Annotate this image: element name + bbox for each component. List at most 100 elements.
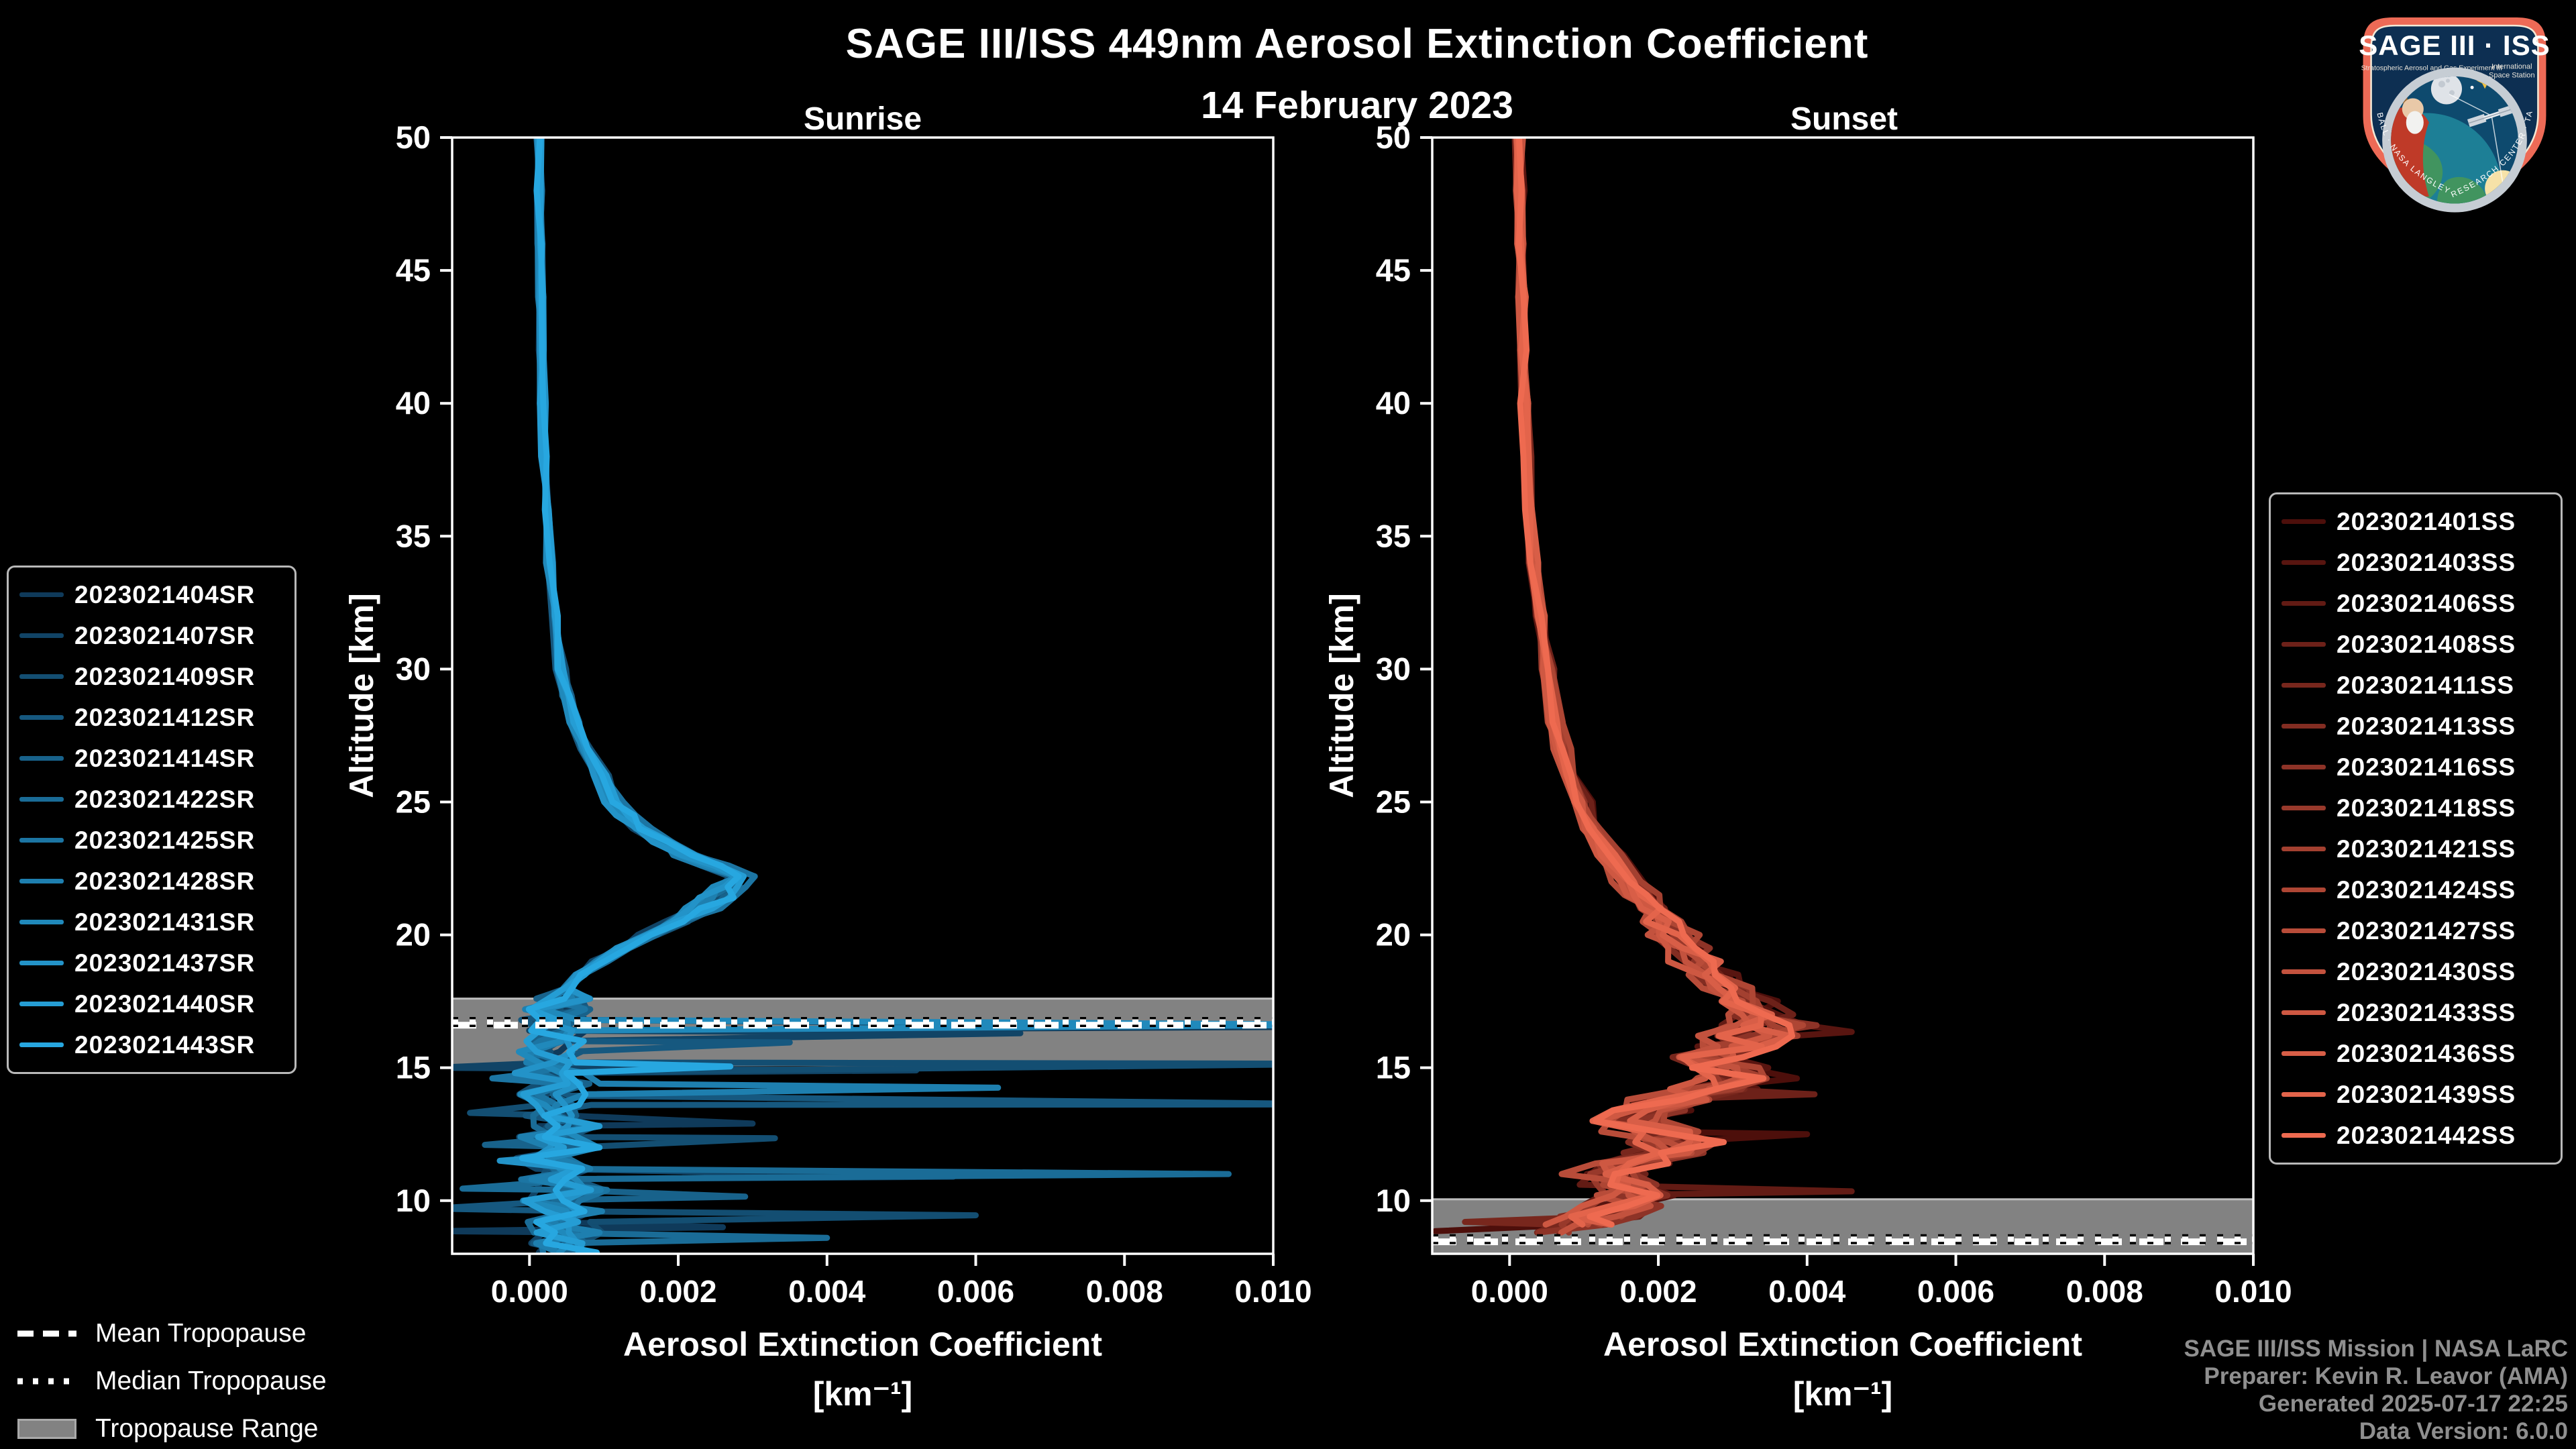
legend-item-label: 2023021412SR (74, 703, 256, 731)
y-tick-label: 15 (396, 1050, 431, 1085)
y-tick-label: 45 (396, 252, 431, 288)
legend-line-sample (2282, 1051, 2326, 1056)
legend-item-label: 2023021440SR (74, 989, 256, 1018)
sunrise-legend: 2023021404SR 2023021407SR 2023021409SR 2023… (7, 566, 297, 1074)
plot-frame (1431, 136, 2255, 1255)
legend-item-label: 2023021414SR (74, 744, 256, 772)
legend-item-2023021401SS: 2023021401SS (2275, 501, 2557, 542)
legend-item-label: 2023021421SS (2337, 835, 2516, 863)
figure-date: 14 February 2023 (1201, 84, 1513, 127)
y-tick-label: 35 (396, 518, 431, 553)
y-axis-label: Altitude [km] (1329, 593, 1360, 798)
legend-item-2023021403SS: 2023021403SS (2275, 542, 2557, 583)
legend-item-label: 2023021408SS (2337, 630, 2516, 658)
legend-item-label: 2023021413SS (2337, 712, 2516, 740)
y-tick-label: 20 (1376, 917, 1411, 953)
x-tick-label: 0.002 (1619, 1274, 1697, 1309)
y-tick-label: 25 (1376, 784, 1411, 819)
legend-item-label: 2023021425SR (74, 826, 256, 854)
series-2023021442SS (1515, 138, 1795, 1228)
legend-item-label: 2023021422SR (74, 785, 256, 813)
series-lines (452, 138, 1273, 1254)
legend-item-2023021421SS: 2023021421SS (2275, 828, 2557, 869)
y-tick-label: 50 (396, 119, 431, 155)
legend-item-2023021404SR: 2023021404SR (13, 574, 290, 615)
legend-item-label: 2023021427SS (2337, 916, 2516, 945)
series-2023021443SR (519, 138, 742, 1254)
y-tick-label: 40 (396, 385, 431, 421)
legend-item-2023021442SS: 2023021442SS (2275, 1115, 2557, 1156)
legend-item-2023021430SS: 2023021430SS (2275, 951, 2557, 992)
logo-title: SAGE III · ISS (2359, 30, 2551, 61)
legend-line-sample (2282, 1010, 2326, 1015)
dotted-line-icon (17, 1377, 76, 1385)
x-tick-label: 0.000 (491, 1274, 568, 1309)
x-axis-label: Aerosol Extinction Coefficient (1603, 1326, 2082, 1363)
logo-subtitle-international: International (2491, 62, 2532, 70)
legend-item-2023021418SS: 2023021418SS (2275, 788, 2557, 828)
y-tick-label: 45 (1376, 252, 1411, 288)
legend-item-2023021443SR: 2023021443SR (13, 1024, 290, 1065)
y-tick-label: 30 (396, 651, 431, 686)
legend-line-sample (19, 961, 64, 965)
x-axis-units: [km⁻¹] (813, 1375, 913, 1413)
x-tick-label: 0.008 (1086, 1274, 1163, 1309)
credits: SAGE III/ISS Mission | NASA LaRC Prepare… (2184, 1335, 2568, 1445)
legend-line-sample (2282, 642, 2326, 647)
legend-line-sample (19, 879, 64, 883)
legend-item-label: 2023021416SS (2337, 753, 2516, 781)
legend-item-label: 2023021428SR (74, 867, 256, 895)
legend-item-mean-tropopause: Mean Tropopause (17, 1309, 327, 1357)
legend-item-label: 2023021437SR (74, 949, 256, 977)
legend-line-sample (2282, 724, 2326, 729)
legend-item-2023021408SS: 2023021408SS (2275, 624, 2557, 665)
legend-line-sample (2282, 888, 2326, 892)
legend-line-sample (19, 920, 64, 924)
legend-item-2023021433SS: 2023021433SS (2275, 992, 2557, 1033)
legend-item-label: Median Tropopause (95, 1366, 327, 1395)
legend-item-label: 2023021442SS (2337, 1121, 2516, 1149)
legend-line-sample (19, 674, 64, 679)
y-tick-label: 50 (1376, 119, 1411, 155)
tropopause-legend: Mean Tropopause Median Tropopause Tropop… (17, 1309, 327, 1449)
credit-data-version: Data Version: 6.0.0 (2359, 1418, 2568, 1444)
panel-title-sunset: Sunset (1790, 101, 1898, 137)
dashed-line-icon (17, 1330, 76, 1338)
x-tick-label: 0.004 (1768, 1274, 1846, 1309)
legend-line-sample (19, 633, 64, 638)
legend-line-sample (19, 1042, 64, 1047)
legend-item-label: 2023021407SR (74, 621, 256, 649)
x-tick-label: 0.002 (639, 1274, 716, 1309)
panel-title-sunrise: Sunrise (803, 101, 922, 137)
sunset-legend: 2023021401SS 2023021403SS 2023021406SS 2023… (2269, 492, 2563, 1165)
credit-generated: Generated 2025-07-17 22:25 (2258, 1391, 2568, 1417)
legend-item-label: 2023021431SR (74, 908, 256, 936)
legend-item-label: 2023021439SS (2337, 1080, 2516, 1108)
legend-item-label: Mean Tropopause (95, 1318, 307, 1348)
y-tick-label: 40 (1376, 385, 1411, 421)
series-2023021416SS (1514, 138, 1820, 1236)
legend-item-label: 2023021430SS (2337, 957, 2516, 985)
legend-line-sample (19, 715, 64, 720)
credit-mission: SAGE III/ISS Mission | NASA LaRC (2184, 1336, 2568, 1362)
x-tick-label: 0.008 (2066, 1274, 2143, 1309)
credit-preparer: Preparer: Kevin R. Leavor (AMA) (2204, 1363, 2568, 1389)
y-tick-label: 30 (1376, 651, 1411, 686)
plot-frame (451, 136, 1275, 1255)
legend-item-2023021407SR: 2023021407SR (13, 615, 290, 656)
legend-line-sample (2282, 560, 2326, 565)
legend-line-sample (19, 797, 64, 802)
legend-item-label: 2023021406SS (2337, 589, 2516, 617)
legend-item-2023021425SR: 2023021425SR (13, 820, 290, 861)
legend-item-label: 2023021436SS (2337, 1039, 2516, 1067)
x-tick-label: 0.006 (1917, 1274, 1994, 1309)
legend-item-2023021424SS: 2023021424SS (2275, 869, 2557, 910)
legend-item-2023021409SR: 2023021409SR (13, 656, 290, 697)
logo-subtitle-left: Stratospheric Aerosol and Gas Experiment… (2361, 64, 2502, 72)
sunrise-chart: 0.000 0.002 0.004 0.006 0.008 0.010 10 15 20 25 30… (349, 119, 1312, 1413)
sage-iii-iss-mission-logo: SAGE III · ISS Stratospheric Aerosol and… (2347, 8, 2551, 213)
y-tick-label: 25 (396, 784, 431, 819)
legend-line-sample (2282, 1092, 2326, 1097)
y-tick-label: 10 (396, 1183, 431, 1218)
